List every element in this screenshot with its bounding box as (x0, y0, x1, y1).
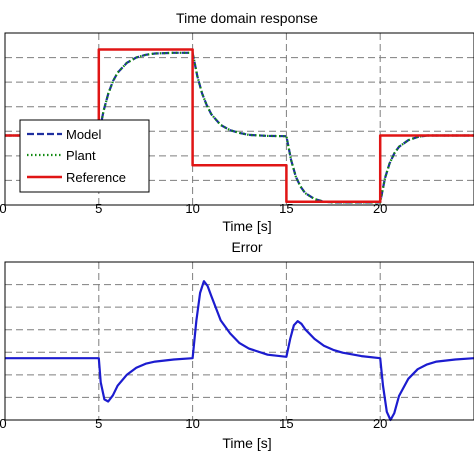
legend-box (19, 119, 150, 193)
x-tick-label-2: 10 (185, 416, 199, 431)
chart-1-x-ticks: 0 5 10 15 20 (0, 201, 387, 216)
legend-entry-reference: Reference (27, 170, 126, 185)
x-tick-label-3: 15 (279, 201, 293, 216)
chart-1-legend: Model Plant Reference (19, 119, 150, 193)
chart-error: Error 0 5 10 15 20 Time [s] (0, 239, 474, 451)
legend-label-reference: Reference (66, 170, 126, 185)
legend-label-model: Model (66, 127, 102, 142)
x-tick-label-1: 5 (95, 416, 102, 431)
legend-entry-plant: Plant (27, 148, 96, 163)
legend-entry-model: Model (27, 127, 102, 142)
chart-1-series (5, 48, 474, 204)
chart-2-x-axis-label: Time [s] (222, 435, 271, 451)
chart-1-frame (4, 32, 474, 206)
chart-2-series (5, 280, 474, 422)
series-line-error (5, 280, 474, 422)
x-tick-label-1: 5 (95, 201, 102, 216)
x-tick-label-4: 20 (373, 416, 387, 431)
chart-time-domain-response: Time domain response 0 5 10 15 20 Time [s] M… (0, 10, 474, 234)
chart-2-frame (4, 261, 474, 421)
series-line-model (5, 51, 474, 204)
chart-1-x-axis-label: Time [s] (222, 218, 271, 234)
series-line-reference (5, 48, 474, 203)
x-tick-label-4: 20 (373, 201, 387, 216)
x-tick-label-3: 15 (279, 416, 293, 431)
legend-label-plant: Plant (66, 148, 96, 163)
x-tick-label-0: 0 (0, 416, 7, 431)
x-tick-label-0: 0 (0, 201, 7, 216)
chart-2-plot-area (5, 262, 474, 420)
chart-2-title: Error (231, 239, 262, 255)
chart-2-grid (5, 262, 474, 420)
chart-2-x-ticks: 0 5 10 15 20 (0, 416, 387, 431)
x-tick-label-2: 10 (185, 201, 199, 216)
chart-1-title: Time domain response (176, 10, 318, 26)
